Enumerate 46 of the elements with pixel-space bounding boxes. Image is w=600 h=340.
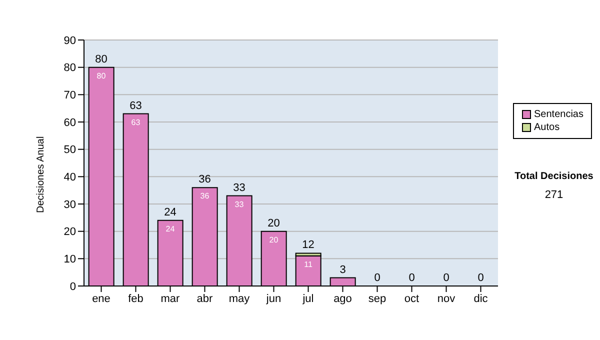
legend-label: Autos bbox=[534, 121, 560, 134]
total-label: 0 bbox=[374, 272, 380, 284]
data-label: 24 bbox=[166, 224, 176, 234]
y-tick-label: 90 bbox=[64, 34, 76, 47]
total-label: 20 bbox=[268, 217, 280, 230]
y-tick-label: 0 bbox=[70, 280, 76, 293]
legend-label: Sentencias bbox=[534, 108, 584, 121]
y-tick-label: 10 bbox=[64, 254, 76, 266]
x-tick-label: feb bbox=[128, 292, 144, 305]
data-label: 63 bbox=[131, 118, 141, 127]
x-tick-label: jul bbox=[302, 292, 314, 305]
x-tick-label: abr bbox=[196, 292, 214, 305]
data-label: 20 bbox=[269, 235, 279, 244]
y-tick-label: 80 bbox=[64, 62, 76, 74]
x-tick-label: ene bbox=[92, 292, 110, 305]
data-label: 36 bbox=[200, 192, 210, 201]
x-tick-label: mar bbox=[160, 292, 180, 305]
data-label: 33 bbox=[234, 200, 244, 209]
x-tick-label: oct bbox=[404, 292, 420, 305]
y-axis-title: Decisiones Anual bbox=[36, 136, 47, 213]
text: Total Decisiones bbox=[514, 171, 594, 182]
y-tick-label: 60 bbox=[64, 116, 76, 129]
y-tick-label: 50 bbox=[64, 144, 76, 156]
y-tick-label: 30 bbox=[64, 198, 76, 211]
total-label: 0 bbox=[443, 272, 450, 284]
total-label: 0 bbox=[478, 272, 484, 284]
text: 271 bbox=[544, 189, 564, 201]
total-label: 33 bbox=[233, 182, 246, 194]
x-tick-label: jun bbox=[265, 292, 282, 305]
x-tick-label: nov bbox=[437, 292, 456, 305]
total-label: 36 bbox=[198, 174, 211, 186]
x-tick-label: dic bbox=[474, 292, 488, 305]
total-label: 3 bbox=[340, 264, 346, 276]
total-label: 0 bbox=[408, 272, 415, 284]
x-tick-label: may bbox=[228, 292, 250, 305]
x-tick-label: sep bbox=[368, 292, 386, 305]
y-tick-label: 40 bbox=[64, 172, 76, 184]
y-tick-label: 20 bbox=[64, 226, 76, 238]
total-label: 80 bbox=[95, 53, 108, 66]
total-label: 12 bbox=[302, 239, 314, 252]
total-label: 63 bbox=[130, 100, 142, 112]
x-tick-label: ago bbox=[334, 292, 352, 305]
data-label: 11 bbox=[304, 260, 313, 269]
data-label: 80 bbox=[96, 71, 106, 80]
y-tick-label: 70 bbox=[64, 90, 76, 102]
total-label: 24 bbox=[164, 206, 176, 218]
